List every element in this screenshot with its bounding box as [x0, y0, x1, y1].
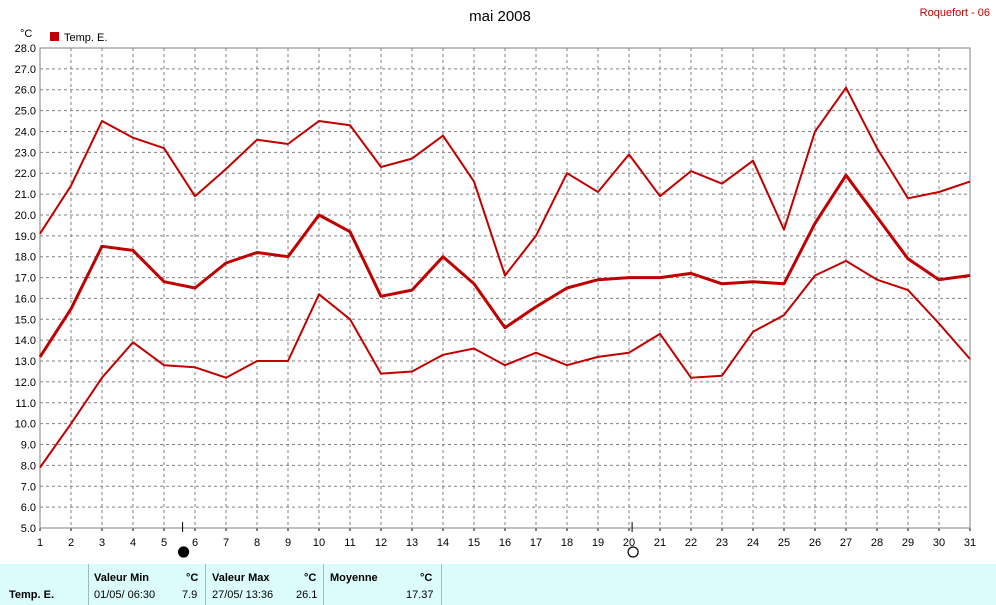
x-tick-label: 24: [747, 537, 759, 549]
x-tick-label: 10: [313, 537, 325, 549]
x-tick-label: 1: [37, 537, 43, 549]
y-tick-label: 11.0: [15, 398, 36, 410]
moon-phase-markers: [178, 522, 639, 558]
x-tick-label: 14: [437, 537, 449, 549]
x-tick-label: 21: [654, 537, 666, 549]
y-tick-label: 6.0: [21, 502, 36, 514]
mean-title: Moyenne: [330, 572, 378, 584]
x-tick-label: 4: [130, 537, 136, 549]
full-moon-icon: [178, 546, 190, 558]
max-title: Valeur Max: [212, 572, 270, 584]
x-tick-label: 23: [716, 537, 728, 549]
x-tick-label: 25: [778, 537, 790, 549]
legend-swatch: [50, 32, 59, 41]
y-tick-label: 14.0: [15, 335, 36, 347]
y-tick-label: 26.0: [15, 85, 36, 97]
y-tick-label: 22.0: [15, 168, 36, 180]
x-tick-label: 22: [685, 537, 697, 549]
legend-label: Temp. E.: [64, 32, 107, 44]
x-tick-label: 29: [902, 537, 914, 549]
stats-divider: [205, 564, 206, 605]
x-tick-label: 3: [99, 537, 105, 549]
y-tick-label: 19.0: [15, 231, 36, 243]
x-tick-label: 26: [809, 537, 821, 549]
x-tick-label: 5: [161, 537, 167, 549]
statistics-panel: Temp. E. Valeur Min °C 01/05/ 06:30 7.9 …: [0, 564, 996, 605]
series-line-min: [39, 259, 971, 469]
x-tick-label: 20: [623, 537, 635, 549]
y-tick-label: 28.0: [15, 43, 36, 55]
y-tick-label: 16.0: [15, 293, 36, 305]
x-tick-label: 8: [254, 537, 260, 549]
y-tick-label: 25.0: [15, 106, 36, 118]
stats-divider: [323, 564, 324, 605]
y-tick-label: 20.0: [15, 210, 36, 222]
x-tick-label: 16: [499, 537, 511, 549]
stats-divider: [88, 564, 89, 605]
x-tick-label: 30: [933, 537, 945, 549]
y-tick-label: 27.0: [15, 64, 36, 76]
y-tick-label: 9.0: [21, 440, 36, 452]
station-name: Roquefort - 06: [920, 7, 990, 19]
x-tick-label: 28: [871, 537, 883, 549]
chart-title: mai 2008: [469, 8, 531, 25]
series-line-mean: [38, 173, 971, 358]
x-tick-label: 9: [285, 537, 291, 549]
y-tick-label: 21.0: [15, 189, 36, 201]
x-tick-label: 31: [964, 537, 976, 549]
y-tick-label: 24.0: [15, 126, 36, 138]
y-tick-label: 13.0: [15, 356, 36, 368]
x-tick-label: 27: [840, 537, 852, 549]
x-tick-label: 13: [406, 537, 418, 549]
y-tick-label: 23.0: [15, 147, 36, 159]
x-tick-label: 15: [468, 537, 480, 549]
plot-frame: [39, 47, 971, 529]
y-tick-label: 5.0: [21, 523, 36, 535]
min-value: 7.9: [182, 589, 198, 601]
y-tick-labels: 5.0 6.0 7.0 8.0 9.0 10.0 11.0 12.0 13.0 14.0 15.0 1…: [15, 43, 36, 535]
y-tick-label: 12.0: [15, 377, 36, 389]
y-tick-label: 15.0: [15, 314, 36, 326]
y-tick-label: 8.0: [21, 460, 36, 472]
x-tick-labels: 1 2 3 4 5 6 7 8 9 10 11 12 13 14 15 16 17 18 19 20 21 22 23 24 2…: [37, 537, 976, 549]
x-tick-label: 11: [344, 537, 355, 549]
min-title: Valeur Min: [94, 572, 150, 584]
y-tick-label: 10.0: [15, 419, 36, 431]
stats-divider: [441, 564, 442, 605]
series-line-max: [39, 86, 971, 277]
x-tick-label: 19: [592, 537, 604, 549]
x-tick-label: 7: [223, 537, 229, 549]
stats-row-label: Temp. E.: [9, 589, 55, 601]
max-date: 27/05/ 13:36: [212, 589, 274, 601]
mean-value: 17.37: [406, 589, 434, 601]
x-tick-label: 6: [192, 537, 198, 549]
max-value: 26.1: [296, 589, 318, 601]
x-tick-label: 18: [561, 537, 573, 549]
mean-unit: °C: [420, 572, 433, 584]
y-tick-label: 17.0: [15, 273, 36, 285]
y-tick-label: 7.0: [21, 481, 36, 493]
series-lines: [38, 86, 971, 469]
max-unit: °C: [304, 572, 317, 584]
new-moon-icon: [627, 546, 639, 558]
grid: [39, 47, 971, 531]
y-axis-unit: °C: [20, 28, 32, 40]
min-date: 01/05/ 06:30: [94, 589, 156, 601]
x-tick-label: 12: [375, 537, 387, 549]
temperature-chart: mai 2008 Roquefort - 06 °C Temp. E. 5.0 6…: [15, 7, 990, 558]
x-tick-label: 2: [68, 537, 74, 549]
min-unit: °C: [186, 572, 199, 584]
y-tick-label: 18.0: [15, 252, 36, 264]
x-tick-label: 17: [530, 537, 542, 549]
